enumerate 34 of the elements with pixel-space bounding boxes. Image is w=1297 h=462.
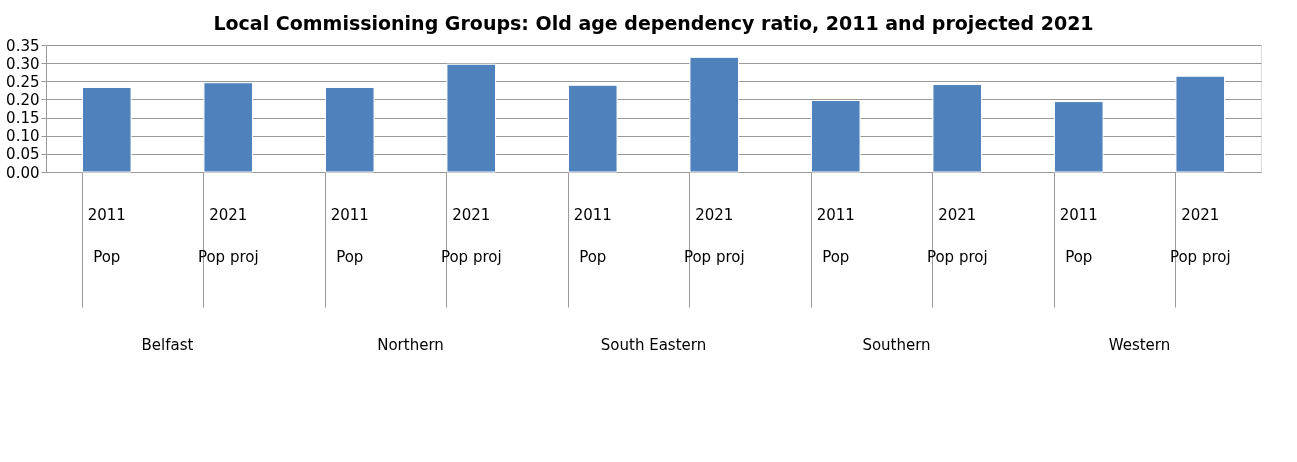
- bar: [324, 86, 375, 173]
- y-tick-label: 0.20: [6, 90, 40, 109]
- text: Western: [1108, 336, 1171, 354]
- bar: [567, 84, 618, 173]
- bar: [81, 86, 132, 173]
- chart-title: Local Commissioning Groups: Old age dependency ratio, 2011 and projected 2021: [213, 12, 1094, 34]
- text: South Eastern: [600, 336, 707, 354]
- category-label: 2021 Pop proj: [1169, 205, 1231, 266]
- y-tick-label: 0.05: [6, 145, 40, 164]
- category-label: 2011 Pop: [573, 205, 612, 266]
- category-label: 2021 Pop proj: [926, 205, 988, 266]
- bar: [689, 56, 740, 173]
- text: Belfast: [141, 336, 194, 354]
- category-label: 2011 Pop: [330, 205, 369, 266]
- bar: [932, 84, 983, 173]
- category-label: 2021 Pop proj: [197, 205, 259, 266]
- text: Northern: [377, 336, 444, 354]
- category-label: 2011 Pop: [816, 205, 855, 266]
- category-label: 2021 Pop proj: [440, 205, 502, 266]
- y-tick-label: 0.25: [6, 72, 40, 91]
- y-tick-label: 0.00: [6, 163, 40, 182]
- bar: [1053, 101, 1104, 173]
- text: Southern: [862, 336, 931, 354]
- bar: [446, 63, 497, 173]
- y-tick-label: 0.10: [6, 127, 40, 146]
- y-tick-label: 0.15: [6, 109, 40, 128]
- bar: [203, 82, 254, 173]
- bar: [810, 100, 861, 173]
- category-label: 2011 Pop: [1059, 205, 1098, 266]
- category-label: 2021 Pop proj: [683, 205, 745, 266]
- category-label: 2011 Pop: [87, 205, 126, 266]
- y-tick-label: 0.35: [6, 36, 40, 55]
- y-tick-label: 0.30: [6, 54, 40, 73]
- bar: [1175, 75, 1226, 173]
